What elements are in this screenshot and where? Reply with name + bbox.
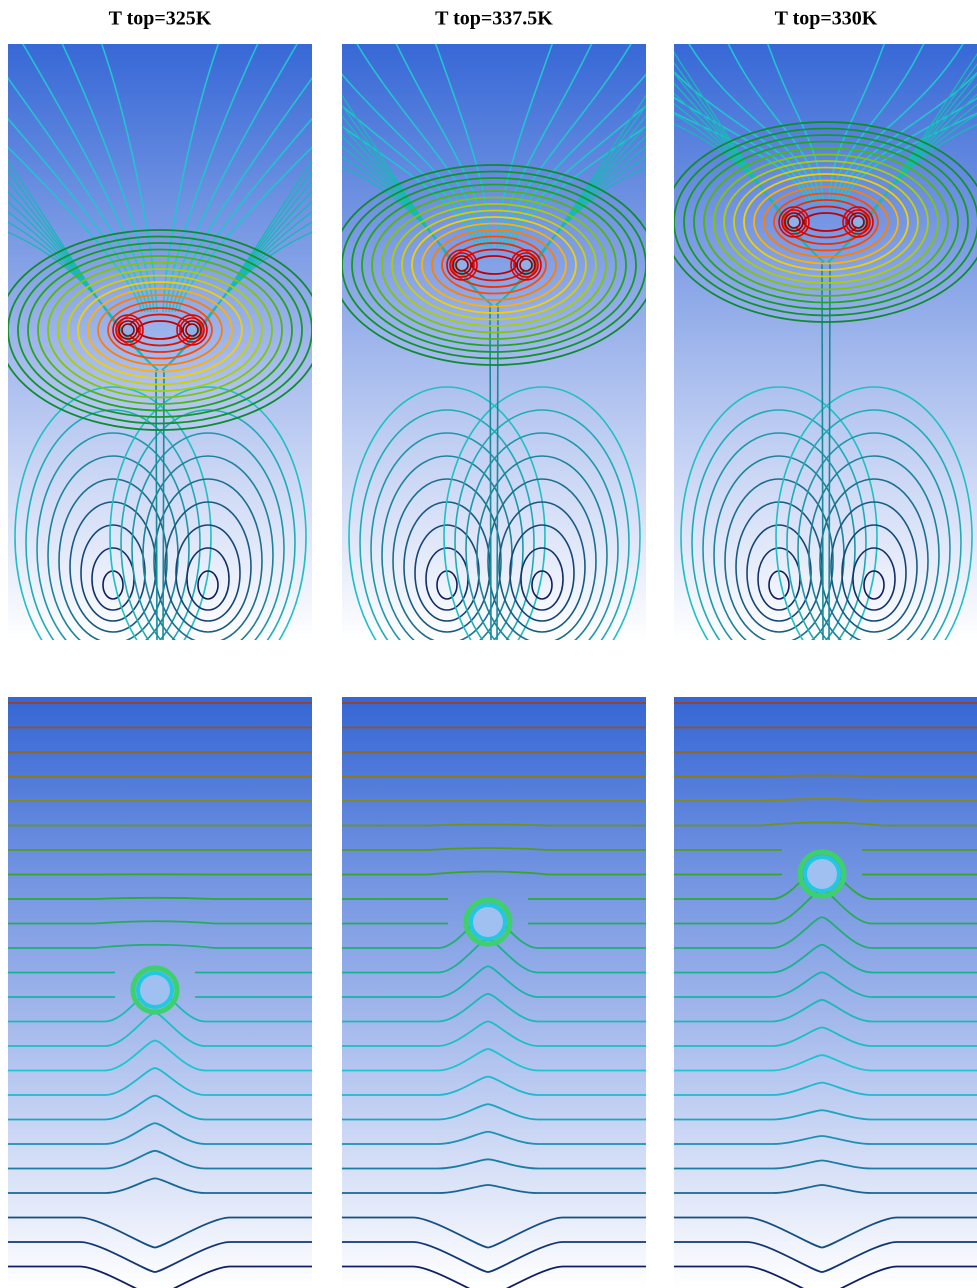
isotherm [669,776,977,777]
streamline [822,262,823,640]
streamline [829,262,830,640]
core [123,325,133,335]
core [521,260,531,270]
core [853,217,863,227]
panel-background [674,697,977,1288]
core [457,260,467,270]
bubble-ring [805,857,839,891]
streamline [497,305,498,640]
bubble-ring [138,973,172,1007]
figure: T top=325K T top=337.5K T top=330K [0,0,977,1288]
isotherm [337,825,651,826]
core [789,217,799,227]
panel-title: T top=330K [775,8,878,30]
panel-title: T top=337.5K [435,8,553,30]
temperature-panel [3,697,317,1288]
temperature-panel [669,697,977,1288]
panel-background [8,44,312,640]
panel-background [342,44,646,640]
panel-title: T top=325K [109,8,212,30]
bubble-ring [471,905,505,939]
core [187,325,197,335]
panel-background [342,697,646,1288]
streamline [490,305,491,640]
temperature-panel [337,697,651,1288]
